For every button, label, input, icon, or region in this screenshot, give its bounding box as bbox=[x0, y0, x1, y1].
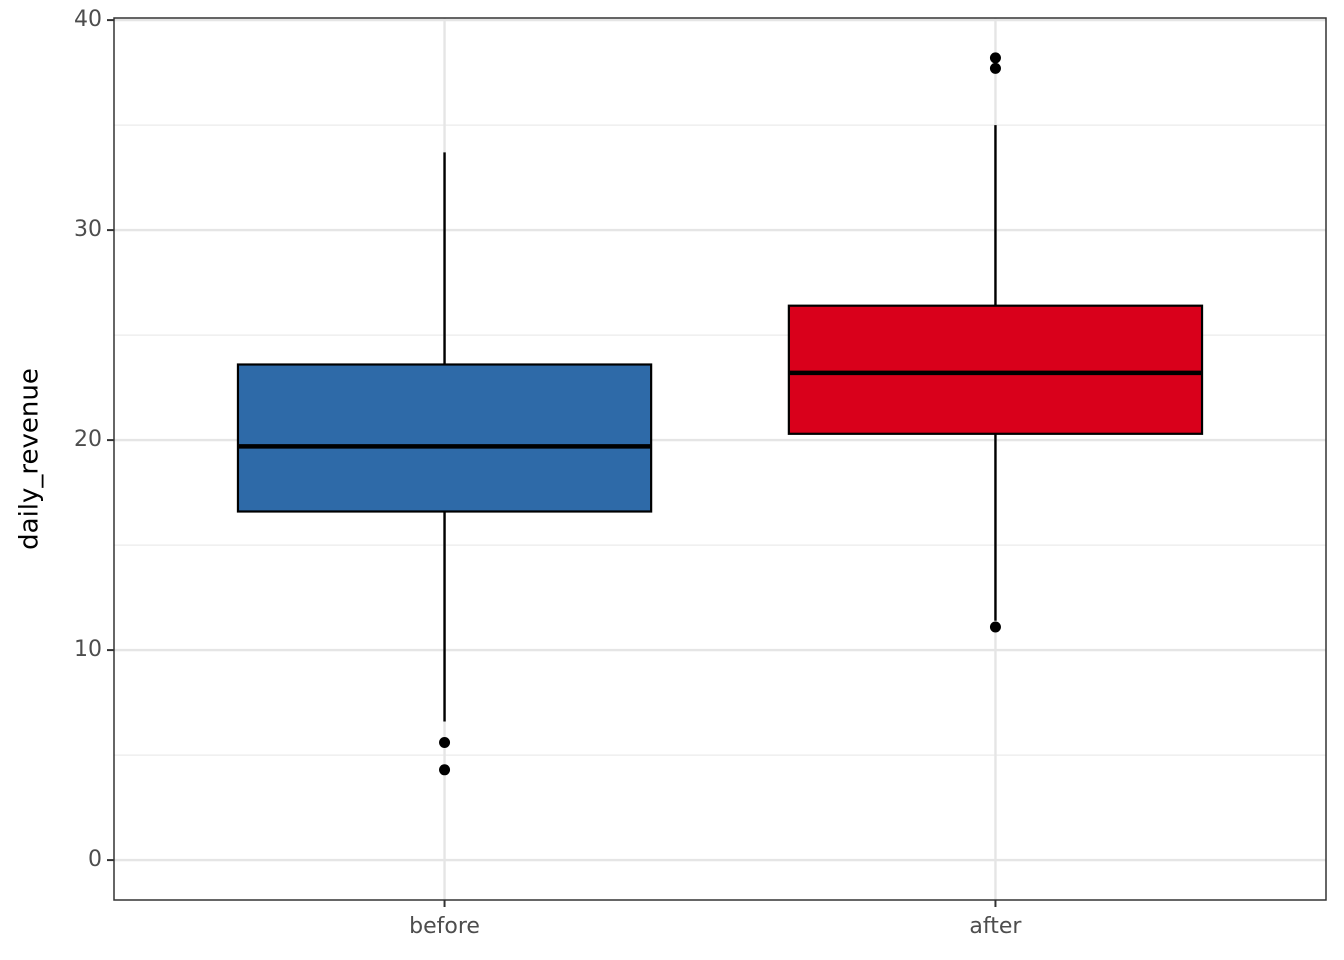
outlier bbox=[989, 52, 1001, 64]
x-tick-label: before bbox=[409, 914, 480, 939]
plot-border bbox=[113, 17, 1327, 901]
box bbox=[787, 304, 1204, 435]
outlier bbox=[989, 621, 1001, 633]
y-tick-label: 10 bbox=[74, 637, 102, 662]
outlier bbox=[439, 764, 451, 776]
y-axis-title: daily_revenue bbox=[15, 368, 45, 550]
y-tick-label: 40 bbox=[74, 7, 102, 32]
y-tick-label: 30 bbox=[74, 217, 102, 242]
y-tick-label: 0 bbox=[88, 847, 102, 872]
x-tick-label: after bbox=[969, 914, 1022, 939]
y-tick-label: 20 bbox=[74, 427, 102, 452]
outlier bbox=[989, 62, 1001, 74]
box bbox=[236, 363, 653, 513]
outlier bbox=[439, 737, 451, 748]
